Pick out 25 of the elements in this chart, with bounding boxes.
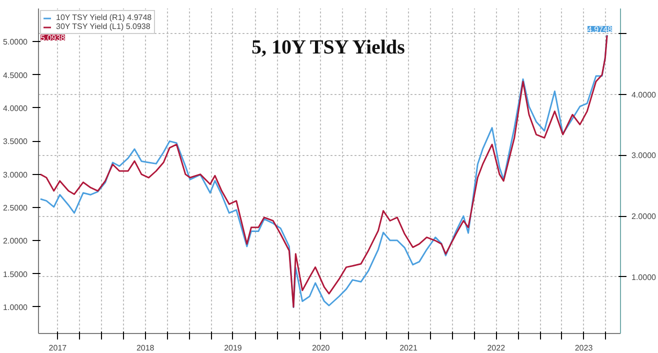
x-tick-label: 2017 <box>48 344 68 352</box>
x-tick-label: 2018 <box>136 344 155 352</box>
y-tick-label: 1.0000 <box>3 302 28 312</box>
y-tick-label: 1.5000 <box>3 270 28 279</box>
x-tick-label: 2022 <box>487 344 506 352</box>
x-tick-label: 2019 <box>224 344 242 352</box>
legend-label: 30Y TSY Yield (L1) 5.0938 <box>56 22 150 31</box>
y2-tick-label: 1.0000 <box>632 272 657 282</box>
annotation: 5.0938 <box>40 33 66 42</box>
x-tick-label: 2023 <box>574 344 594 352</box>
y-tick-label: 3.0000 <box>3 170 28 180</box>
legend-label: 10Y TSY Yield (R1) 4.9748 <box>56 13 152 22</box>
y2-tick-label: 2.0000 <box>632 212 657 222</box>
y-tick-label: 2.0000 <box>3 236 28 246</box>
y2-tick-label: 4.0000 <box>632 90 657 100</box>
y2-tick-label: 3.0000 <box>632 151 657 160</box>
text: 5, 10Y TSY Yields <box>252 36 406 58</box>
y-tick-label: 5.0000 <box>3 38 28 47</box>
annotation: 4.9748 <box>588 24 613 34</box>
x-tick-label: 2020 <box>312 344 330 352</box>
y-tick-label: 2.5000 <box>3 203 28 212</box>
y-tick-label: 3.5000 <box>3 137 28 146</box>
y-tick-label: 4.0000 <box>3 104 28 113</box>
x-tick-label: 2021 <box>400 344 418 352</box>
y-tick-label: 4.5000 <box>3 70 28 80</box>
